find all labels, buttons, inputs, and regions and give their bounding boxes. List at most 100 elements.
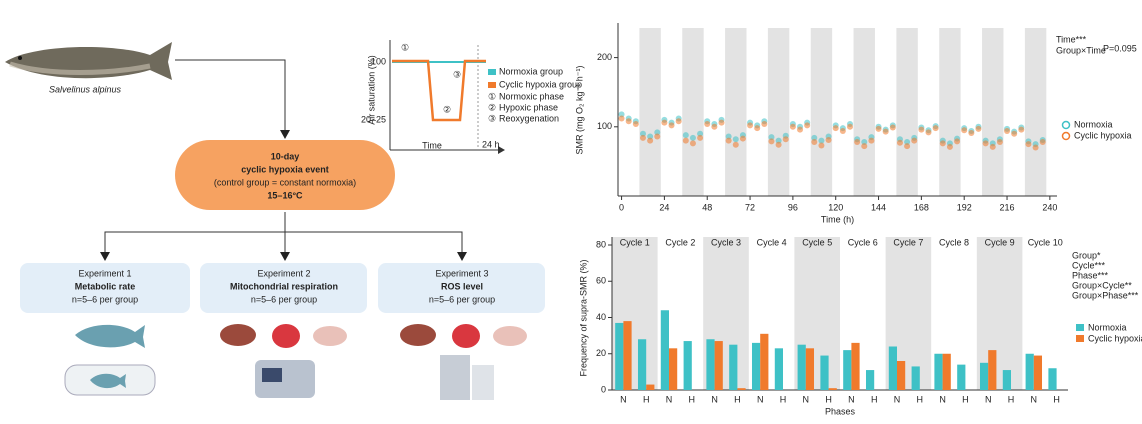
bar [714,341,723,390]
bar [1048,368,1057,390]
x-tick-label: 72 [745,202,755,212]
data-point [725,133,732,140]
annotation: Group×Time [1056,45,1106,55]
bar [615,322,624,390]
y-axis-label: SMR (mg O₂ kg⁻¹ h⁻¹) [574,65,584,154]
y-axis-label: Frequency of supra-SMR (%) [578,259,588,376]
dark-phase-band [853,28,875,196]
bar [706,339,715,390]
data-point [1025,141,1032,148]
data-point [632,121,639,128]
bar [637,339,647,390]
data-point [868,137,875,144]
cycle-label: Cycle 5 [802,237,832,247]
bar [988,350,997,390]
y-tick-label: 20 [596,348,606,358]
x-tick-label: 48 [702,202,712,212]
species-label: Salvelinus alpinus [49,84,122,94]
x-tick-label: 240 [1042,202,1057,212]
inset-phase-label: Hypoxic phase [499,102,558,112]
data-point [704,121,711,128]
cycle-label: Cycle 9 [985,237,1015,247]
cycle-label: Cycle 10 [1028,237,1063,247]
x-tick-label: H [689,394,696,404]
bar [660,310,669,390]
cycle-label: Cycle 3 [711,237,741,247]
data-point [982,140,989,147]
data-point [689,134,696,141]
data-point [875,125,882,132]
data-point [711,123,718,130]
x-tick-label: 192 [957,202,972,212]
cycle-label: Cycle 1 [620,237,650,247]
legend-label: Normoxia [1088,322,1127,332]
data-point [918,126,925,133]
experiment-title: Experiment 3 [435,268,488,278]
cycle-label: Cycle 6 [848,237,878,247]
legend-label: Cyclic hypoxia [1088,333,1142,343]
legend-swatch [1076,324,1084,331]
arrow-heads [100,130,467,261]
data-point [861,143,868,150]
y-tick-label: 40 [596,312,606,322]
bar [805,348,815,390]
event-line: 15–16°C [267,190,303,200]
experiment-title: Experiment 2 [257,268,310,278]
y-tick-label: 60 [596,276,606,286]
x-tick-label: N [711,394,718,404]
x-tick-label: N [757,394,764,404]
data-point [789,123,796,130]
data-point [661,119,668,126]
data-point [747,122,754,129]
data-point [811,139,818,146]
bar [957,364,966,390]
bar [797,344,806,390]
data-point [946,143,953,150]
dark-phase-band [639,28,661,196]
cycle-label: Cycle 2 [665,237,695,247]
data-point [854,139,861,146]
dark-phase-band [939,28,961,196]
data-point [904,143,911,150]
bar [737,388,746,390]
data-point [939,140,946,147]
data-point [797,126,804,133]
x-tick-label: H [643,394,650,404]
inset-legend-label: Normoxia group [499,66,563,76]
inset-legend-swatch [488,82,496,88]
bar [897,361,906,390]
data-point [818,137,825,144]
data-point [654,133,661,140]
cycle-label: Cycle 4 [757,237,787,247]
bar [820,355,829,390]
data-point [718,119,725,126]
data-point [839,127,846,134]
bar [851,342,860,390]
inset-xlabel: Time [422,140,442,150]
cycle-label: Cycle 8 [939,237,969,247]
bar [942,353,951,390]
data-point [804,122,811,129]
legend-marker [1061,120,1071,130]
legend-label: Normoxia [1074,119,1113,129]
bar [934,353,943,390]
inset-arrow [498,146,505,154]
data-point [1011,130,1018,137]
inset-phase-marker: ① [488,91,496,101]
x-tick-label: 216 [1000,202,1015,212]
legend-label: Cyclic hypoxia [1074,130,1132,140]
icons [64,324,527,400]
experiment-title: Experiment 1 [78,268,131,278]
experiment-n: n=5–6 per group [72,294,138,304]
x-axis-label: Time (h) [821,214,854,224]
bar [774,348,783,390]
event-line: cyclic hypoxia event [241,164,329,174]
annotation: Phase*** [1072,270,1109,280]
data-point [768,138,775,145]
x-tick-label: 120 [828,202,843,212]
data-point [1018,126,1025,133]
annotation: Group* [1072,250,1101,260]
data-point [768,134,775,141]
dark-phase-band [1024,28,1047,196]
